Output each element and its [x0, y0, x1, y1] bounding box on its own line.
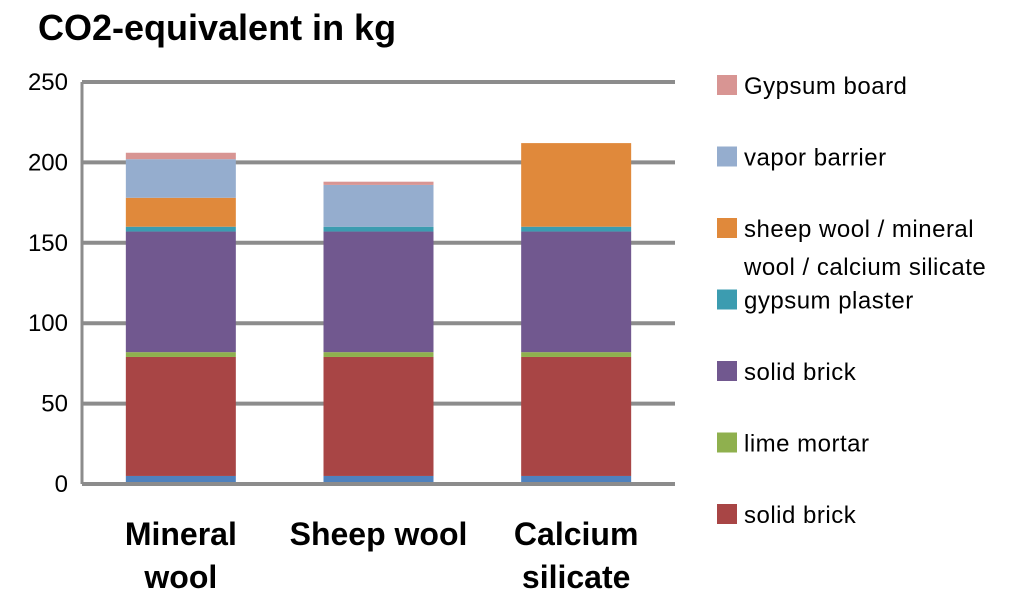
- legend-label: solid brick: [744, 359, 857, 386]
- bar-segment: [125, 352, 236, 357]
- legend-label: gypsum plaster: [744, 288, 914, 315]
- legend-label: lime mortar: [744, 431, 870, 458]
- bar-segment: [323, 475, 434, 484]
- chart-title: CO2-equivalent in kg: [38, 7, 396, 48]
- bar-segment: [323, 226, 434, 232]
- legend-swatch: [717, 361, 737, 381]
- y-tick-label: 0: [55, 471, 68, 498]
- x-category-label: silicate: [522, 559, 631, 595]
- bar-segment: [521, 475, 632, 484]
- y-tick-label: 150: [28, 230, 68, 257]
- y-tick-label: 250: [28, 69, 68, 96]
- bar-segment: [323, 181, 434, 185]
- bar-segment: [125, 197, 236, 227]
- y-tick-label: 100: [28, 310, 68, 337]
- legend-label: Gypsum board: [744, 73, 907, 100]
- bar-segment: [125, 356, 236, 476]
- legend-label: solid brick: [744, 502, 857, 529]
- bar-segment: [323, 356, 434, 476]
- legend-swatch: [717, 432, 737, 453]
- x-category-label: Sheep wool: [290, 516, 468, 552]
- y-tick-label: 200: [28, 149, 68, 176]
- bar-segment: [323, 231, 434, 353]
- x-category-label: Calcium: [514, 516, 638, 552]
- legend-swatch: [717, 75, 737, 95]
- bar-segment: [521, 352, 632, 357]
- bar-segment: [125, 475, 236, 484]
- legend-swatch: [717, 146, 737, 167]
- bar-segment: [521, 143, 632, 227]
- legend-swatch: [717, 504, 737, 524]
- legend-label: vapor barrier: [744, 145, 887, 172]
- bar-segment: [521, 226, 632, 232]
- legend-label: sheep wool / mineral: [744, 216, 974, 243]
- y-tick-label: 50: [41, 391, 68, 418]
- bar-segment: [521, 231, 632, 353]
- bars-layer: [125, 143, 632, 484]
- legend-swatch: [717, 289, 737, 310]
- x-category-label: wool: [143, 559, 217, 595]
- legend: Gypsum board vapor barrier sheep wool / mi…: [717, 73, 986, 529]
- bar-segment: [125, 152, 236, 160]
- bar-segment: [125, 226, 236, 232]
- bar-segment: [323, 352, 434, 357]
- bar-segment: [323, 184, 434, 227]
- bar-segment: [521, 356, 632, 476]
- bar-segment: [125, 231, 236, 353]
- bar-segment: [125, 159, 236, 198]
- legend-label: wool / calcium silicate: [743, 254, 986, 281]
- x-category-label: Mineral: [125, 516, 237, 552]
- axis-layer: 0 50 100 150 200 250 Mineral wool Sheep wool Calc…: [28, 69, 675, 595]
- legend-swatch: [717, 218, 737, 238]
